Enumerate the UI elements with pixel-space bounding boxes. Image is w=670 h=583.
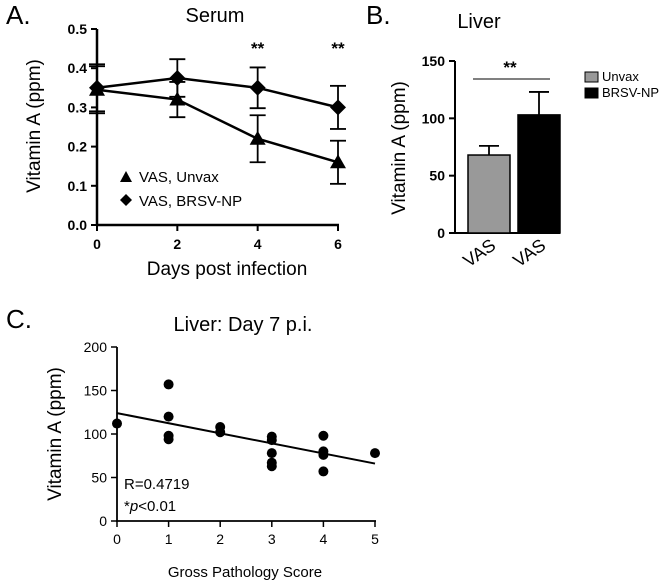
panel-a-data: ** ** (89, 39, 346, 185)
legend-b-label-brsv: BRSV-NP (602, 85, 659, 100)
y-tick-label: 50 (91, 470, 107, 486)
data-point (215, 427, 226, 438)
series-line-unvax (96, 88, 339, 164)
y-tick-label: 0.3 (68, 99, 88, 115)
x-tick-label: 2 (216, 531, 224, 547)
panel-a-xlabel: Days post infection (147, 259, 308, 280)
y-tick-label: 0 (99, 513, 107, 529)
data-point (318, 430, 329, 441)
series-line-brsv (96, 76, 339, 109)
data-point (112, 418, 122, 429)
panel-c-letter: C. (6, 304, 32, 334)
panel-a-letter: A. (6, 0, 31, 30)
y-tick-label: 100 (422, 110, 446, 126)
panel-a-title: Serum (186, 5, 245, 27)
data-point (370, 448, 380, 459)
x-tick-label: 6 (334, 236, 342, 252)
y-tick-label: 50 (429, 168, 445, 184)
data-point (266, 448, 277, 459)
data-point-diamond (249, 79, 266, 96)
legend-label-brsv: VAS, BRSV-NP (139, 193, 242, 210)
legend-triangle-icon (120, 171, 132, 182)
panel-c-axes: 0 50 100 150 200 0 1 2 3 4 5 (84, 339, 379, 547)
y-tick-label: 200 (84, 339, 108, 355)
panel-b-data: VAS VAS ** (459, 58, 561, 271)
data-point (318, 466, 329, 477)
x-tick-label: 2 (173, 236, 181, 252)
data-point (163, 434, 174, 445)
panel-c-ylabel: Vitamin A (ppm) (45, 367, 66, 501)
legend-diamond-icon (120, 194, 132, 206)
bar-brsv (517, 114, 561, 234)
significance-marker: ** (503, 58, 517, 77)
stat-p-value: *p<0.01 (124, 498, 176, 515)
stat-p-symbol: p (129, 498, 138, 515)
trend-line (116, 412, 376, 465)
panel-c: C. Liver: Day 7 p.i. Vitamin A (ppm) Gro… (6, 304, 380, 581)
panel-c-data (112, 379, 380, 477)
legend-swatch-brsv (584, 87, 599, 99)
data-point (266, 435, 277, 446)
panel-a-axes: 0.0 0.1 0.2 0.3 0.4 0.5 0 2 4 6 (68, 21, 343, 252)
panel-a-legend: VAS, Unvax VAS, BRSV-NP (120, 169, 242, 210)
panel-b-ylabel: Vitamin A (ppm) (389, 81, 410, 215)
data-point-diamond (89, 79, 105, 96)
y-tick-label: 150 (422, 53, 446, 69)
data-point-triangle (249, 130, 266, 145)
significance-marker: ** (251, 39, 265, 58)
x-tick-label: 0 (113, 531, 121, 547)
legend-label-unvax: VAS, Unvax (139, 169, 219, 186)
legend-swatch-unvax (584, 71, 599, 83)
category-label: VAS (459, 235, 499, 271)
panel-a: A. Serum Vitamin A (ppm) Days post infec… (6, 0, 346, 280)
data-point (163, 379, 174, 390)
data-point-diamond (330, 99, 346, 116)
stat-r-value: R=0.4719 (124, 476, 189, 493)
panel-b-axes: 0 50 100 150 (422, 53, 560, 241)
x-tick-label: 4 (254, 236, 262, 252)
data-point (266, 461, 277, 472)
y-tick-label: 0.0 (68, 217, 88, 233)
data-point-triangle (330, 154, 346, 169)
y-tick-label: 0.2 (68, 139, 88, 155)
panel-b-letter: B. (366, 0, 391, 30)
x-tick-label: 0 (93, 236, 101, 252)
significance-marker: ** (331, 39, 345, 58)
x-tick-label: 3 (268, 531, 276, 547)
bar-unvax (467, 154, 511, 234)
panel-b-legend: Unvax BRSV-NP (584, 69, 659, 100)
stat-p-suffix: <0.01 (138, 498, 176, 515)
x-tick-label: 5 (371, 531, 379, 547)
data-point (163, 411, 174, 422)
y-tick-label: 150 (84, 383, 108, 399)
y-tick-label: 0.5 (68, 21, 88, 37)
data-point-triangle (169, 91, 186, 106)
data-point-diamond (169, 70, 186, 86)
panel-b-title: Liver (457, 11, 501, 33)
stat-p-prefix: * (124, 498, 130, 515)
y-tick-label: 0.4 (68, 60, 88, 76)
y-tick-label: 0.1 (68, 178, 88, 194)
panel-c-title: Liver: Day 7 p.i. (174, 314, 313, 336)
panel-c-xlabel: Gross Pathology Score (168, 564, 322, 581)
legend-b-label-unvax: Unvax (602, 69, 639, 84)
panel-a-ylabel: Vitamin A (ppm) (24, 59, 45, 193)
y-tick-label: 100 (84, 426, 108, 442)
x-tick-label: 1 (165, 531, 173, 547)
data-point (318, 449, 329, 460)
x-tick-label: 4 (320, 531, 328, 547)
category-label: VAS (509, 235, 549, 271)
y-tick-label: 0 (437, 225, 445, 241)
